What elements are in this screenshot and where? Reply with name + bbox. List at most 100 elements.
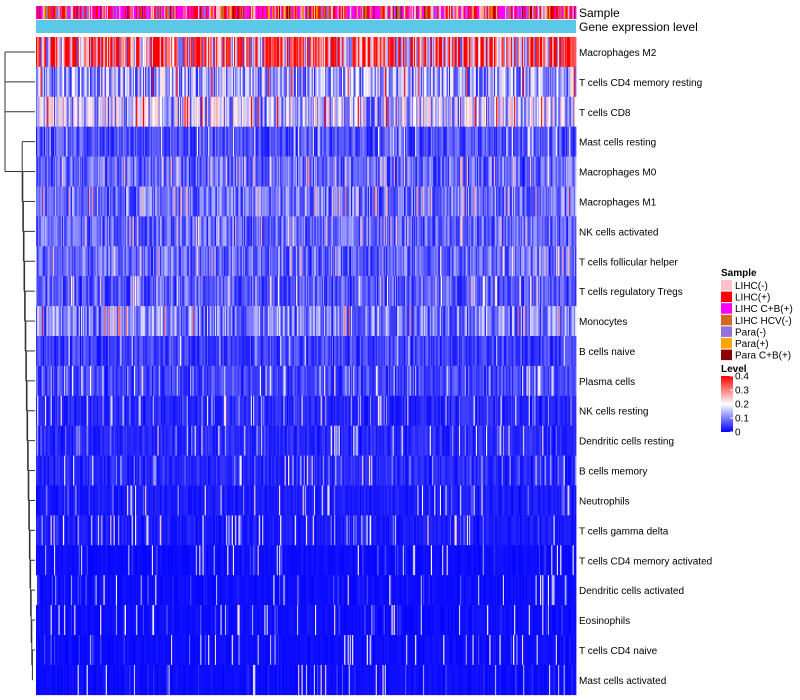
heatmap-cell (516, 186, 518, 217)
heatmap-cell (109, 66, 111, 98)
heatmap-cell (515, 216, 517, 247)
sample-annotation-cell (421, 6, 424, 19)
heatmap-cell (219, 66, 221, 98)
heatmap-cell (329, 186, 332, 217)
heatmap-cell (209, 66, 211, 98)
heatmap-cell (331, 216, 334, 247)
heatmap-cell (570, 156, 572, 187)
heatmap-cell (147, 96, 149, 127)
heatmap-cell (237, 96, 239, 127)
heatmap-cell (166, 246, 169, 277)
heatmap-cell (255, 37, 257, 68)
heatmap-cell (373, 37, 376, 68)
heatmap-cell (156, 96, 158, 127)
heatmap-cell (358, 66, 361, 98)
heatmap-cell (369, 37, 371, 68)
sample-annotation-cell (540, 6, 542, 19)
heatmap-cell (111, 37, 113, 68)
heatmap-cell (417, 37, 419, 68)
heatmap-cell (109, 96, 111, 127)
heatmap-cell (67, 37, 70, 68)
sample-annotation-cell (124, 6, 127, 19)
heatmap-cell (556, 246, 559, 277)
heatmap-cell (461, 96, 463, 127)
sample-annotation-cell (468, 6, 470, 19)
heatmap-cell (415, 96, 417, 127)
heatmap-cell (349, 66, 352, 98)
heatmap-cell (132, 246, 135, 277)
heatmap-cell (94, 156, 97, 187)
heatmap-cell (356, 156, 359, 187)
heatmap-cell (214, 216, 217, 247)
heatmap-cell (479, 156, 481, 187)
heatmap-cell (297, 126, 299, 157)
heatmap-cell (217, 156, 219, 187)
heatmap-cell (212, 216, 215, 247)
heatmap-cell (127, 37, 129, 68)
heatmap-cell (505, 246, 507, 277)
heatmap-cell (66, 126, 68, 157)
heatmap-cell (302, 37, 305, 68)
heatmap-cell (122, 66, 125, 98)
heatmap-cell (241, 186, 244, 217)
heatmap-cell (157, 37, 160, 68)
heatmap-cell (88, 156, 91, 187)
heatmap-cell (428, 246, 431, 277)
sample-annotation-cell (562, 6, 565, 19)
heatmap-cell (187, 126, 190, 157)
heatmap-cell (267, 246, 270, 277)
heatmap-cell (42, 156, 45, 187)
heatmap-cell (466, 216, 469, 247)
heatmap-cell (38, 186, 40, 217)
sample-annotation-cell (230, 6, 233, 19)
heatmap-cell (203, 156, 206, 187)
heatmap-cell (410, 66, 413, 98)
heatmap-cell (488, 246, 490, 277)
heatmap-cell (550, 156, 552, 187)
heatmap-cell (187, 37, 190, 68)
heatmap-cell (334, 66, 336, 98)
heatmap-cell (429, 37, 432, 68)
heatmap-cell (339, 96, 342, 127)
heatmap-cell (518, 66, 521, 98)
heatmap-cell (256, 186, 259, 217)
heatmap-cell (168, 66, 171, 98)
heatmap-cell (186, 246, 189, 277)
heatmap-cell (312, 66, 315, 98)
heatmap-cell (66, 66, 68, 98)
heatmap-cell (113, 246, 116, 277)
sample-annotation-cell (325, 6, 327, 19)
heatmap-cell (52, 66, 55, 98)
heatmap-cell (425, 37, 427, 68)
heatmap-cell (408, 66, 410, 98)
heatmap-cell (311, 156, 314, 187)
heatmap-cell (285, 96, 288, 127)
sample-annotation-cell (151, 6, 154, 19)
heatmap-cell (292, 37, 295, 68)
heatmap-cell (371, 37, 373, 68)
sample-annotation-cell (346, 6, 349, 19)
heatmap-cell (344, 156, 346, 187)
heatmap-cell (356, 66, 359, 98)
heatmap-cell (516, 66, 518, 98)
heatmap-cell (78, 186, 81, 217)
heatmap-cell (469, 126, 471, 157)
heatmap-cell (258, 66, 261, 98)
heatmap-cell (338, 186, 341, 217)
heatmap-cell (271, 156, 273, 187)
heatmap-cell (436, 216, 439, 247)
heatmap-cell (501, 156, 504, 187)
heatmap-cell (141, 186, 144, 217)
heatmap-cell (132, 216, 135, 247)
sample-annotation-cell (342, 6, 344, 19)
heatmap-cell (318, 37, 320, 68)
heatmap-cell (317, 66, 319, 98)
heatmap-cell (151, 186, 154, 217)
heatmap-cell (195, 126, 198, 157)
heatmap-cell (402, 96, 405, 127)
heatmap-cell (419, 156, 422, 187)
heatmap-cell (294, 66, 297, 98)
heatmap-cell (105, 126, 108, 157)
heatmap-cell (230, 156, 233, 187)
heatmap-cell (400, 186, 403, 217)
